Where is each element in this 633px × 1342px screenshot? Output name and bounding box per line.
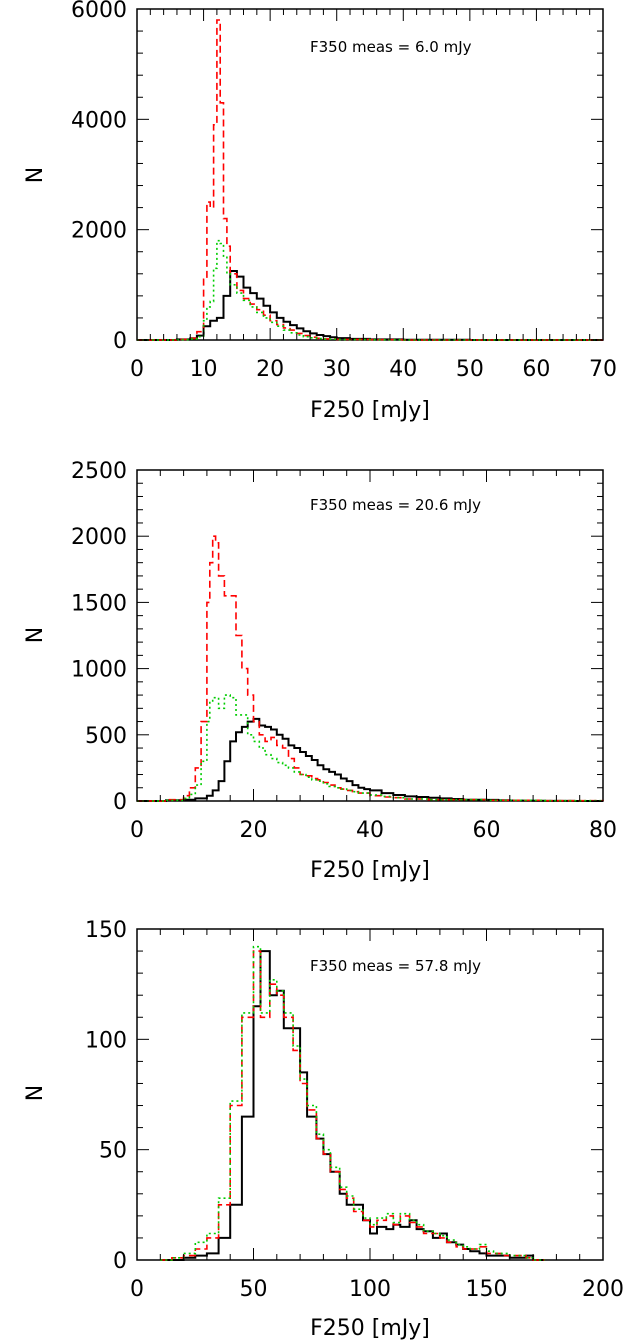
annotation: F350 meas = 6.0 mJy	[310, 38, 472, 56]
x-tick-label: 30	[323, 357, 351, 382]
histogram-series-dashed	[137, 19, 603, 341]
histogram-series-dashed	[160, 950, 545, 1261]
chart-panel-1: 0 10 20 30 40 50 60 70 0 2000 4000 6000 N F250 [mJy…	[23, 0, 617, 423]
x-tick-label: 0	[130, 357, 144, 382]
x-tick-label: 200	[582, 1277, 624, 1302]
histogram-series-solid	[137, 270, 603, 341]
x-tick-label: 20	[256, 357, 284, 382]
x-tick-label: 20	[240, 818, 268, 843]
y-tick-label: 0	[113, 329, 127, 354]
x-tick-label: 0	[130, 1277, 144, 1302]
y-tick-label: 0	[113, 1249, 127, 1274]
x-tick-label: 80	[589, 818, 617, 843]
histogram-series-dashed	[137, 535, 604, 802]
y-tick-label: 100	[85, 1028, 127, 1053]
histogram-series-dotted	[160, 945, 545, 1261]
y-tick-label: 6000	[71, 0, 127, 23]
x-axis-title: F250 [mJy]	[310, 398, 430, 423]
y-axis-title: N	[23, 167, 48, 183]
y-tick-label: 0	[113, 790, 127, 815]
x-axis-title: F250 [mJy]	[310, 1316, 430, 1341]
x-tick-label: 100	[349, 1277, 391, 1302]
x-tick-label: 70	[589, 357, 617, 382]
x-tick-label: 50	[240, 1277, 268, 1302]
y-tick-label: 500	[85, 724, 127, 749]
y-tick-label: 2000	[71, 219, 127, 244]
x-tick-label: 150	[466, 1277, 508, 1302]
y-axis-title: N	[23, 627, 48, 643]
x-tick-label: 60	[473, 818, 501, 843]
y-tick-label: 1500	[71, 591, 127, 616]
y-tick-label: 4000	[71, 108, 127, 133]
x-tick-label: 40	[356, 818, 384, 843]
y-tick-label: 2500	[71, 459, 127, 484]
histogram-series-dotted	[137, 239, 603, 341]
y-tick-label: 2000	[71, 525, 127, 550]
x-tick-label: 10	[190, 357, 218, 382]
x-tick-label: 0	[130, 818, 144, 843]
histogram-series-dotted	[137, 694, 604, 802]
chart-panel-2: 0 20 40 60 80 0 500 1000 1500 2000 2500 N F250 [mJ…	[23, 459, 617, 883]
x-axis-title: F250 [mJy]	[310, 858, 430, 883]
x-tick-label: 50	[456, 357, 484, 382]
y-axis-title: N	[23, 1085, 48, 1101]
chart-panel-3: 0 50 100 150 200 0 50 100 150 N F250 [mJy] F350 …	[23, 918, 624, 1341]
annotation: F350 meas = 57.8 mJy	[310, 957, 481, 975]
x-tick-label: 40	[389, 357, 417, 382]
x-tick-label: 60	[522, 357, 550, 382]
y-tick-label: 1000	[71, 658, 127, 683]
plot-frame	[136, 8, 604, 341]
plot-frame	[136, 928, 604, 1261]
y-tick-label: 150	[85, 918, 127, 943]
y-tick-label: 50	[99, 1139, 127, 1164]
annotation: F350 meas = 20.6 mJy	[310, 496, 481, 514]
